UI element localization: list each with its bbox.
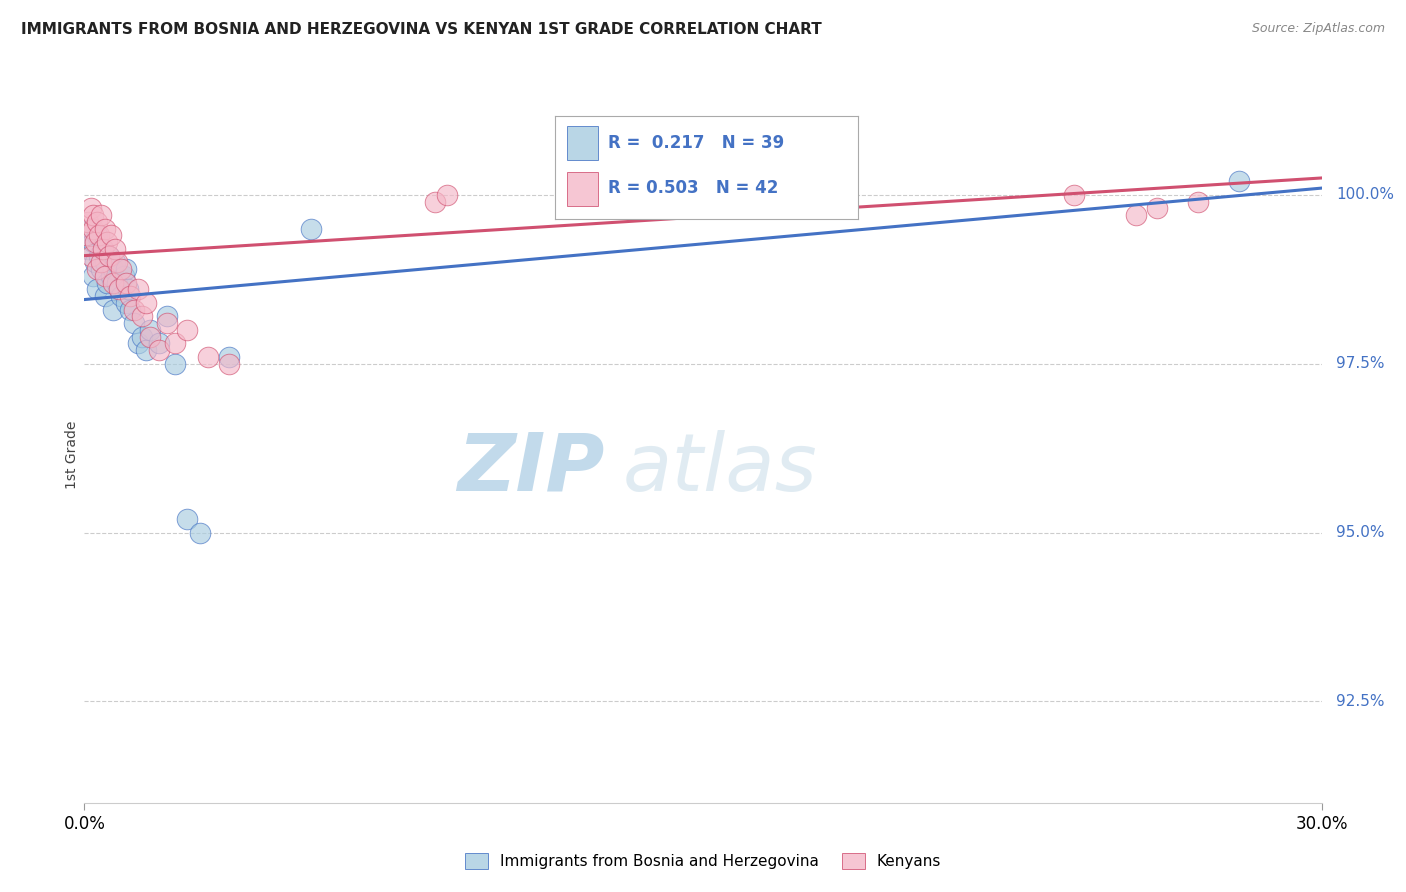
Text: 100.0%: 100.0% [1337,187,1395,202]
Point [131,329,153,343]
Point [135,343,157,358]
Point [108,282,131,296]
Point [104,242,127,256]
Point [122,316,145,330]
Point [112,268,135,283]
Point [1125,208,1147,222]
Point [91,242,114,256]
Point [114,262,136,277]
Text: Source: ZipAtlas.com: Source: ZipAtlas.com [1251,22,1385,36]
Point [87,228,110,243]
Point [77,242,100,256]
Point [100,228,122,243]
Point [103,276,125,290]
Point [299,221,322,235]
Point [82,268,104,283]
Point [79,202,101,216]
Text: 92.5%: 92.5% [1337,694,1385,709]
Point [86,262,108,277]
Point [104,255,127,269]
Point [197,350,219,364]
Point [148,343,170,358]
Point [82,235,104,249]
Point [98,249,121,263]
Point [139,323,162,337]
Point [91,242,114,256]
Point [218,357,240,371]
Y-axis label: 1st Grade: 1st Grade [65,421,79,489]
Point [105,255,128,269]
Legend: Immigrants from Bosnia and Herzegovina, Kenyans: Immigrants from Bosnia and Herzegovina, … [458,847,948,875]
Point [94,289,117,303]
Point [135,296,157,310]
Point [86,228,108,243]
Point [86,282,108,296]
Point [117,282,139,296]
Point [218,350,240,364]
Point [110,262,132,277]
Point [75,228,97,243]
Point [103,262,125,277]
Bar [568,172,598,206]
Point [122,302,145,317]
Point [127,282,149,296]
Point [176,323,198,337]
Point [96,235,118,249]
Point [436,187,458,202]
Point [87,249,110,263]
Point [165,336,187,351]
Point [1187,194,1209,209]
Point [86,215,108,229]
Point [165,357,187,371]
Point [90,208,112,222]
Point [82,221,104,235]
Point [96,276,118,290]
Point [423,194,446,209]
Point [148,336,170,351]
Point [94,255,117,269]
Point [176,512,198,526]
Point [100,268,122,283]
Point [83,255,105,269]
Point [90,262,112,277]
Point [83,235,105,249]
Point [156,310,179,324]
Point [1063,187,1085,202]
Point [1146,202,1168,216]
Text: atlas: atlas [623,430,817,508]
Text: 97.5%: 97.5% [1337,356,1385,371]
Point [94,221,117,235]
Point [118,302,141,317]
Point [82,208,104,222]
Point [103,302,125,317]
Point [114,296,136,310]
Point [131,310,153,324]
Point [90,255,112,269]
Text: IMMIGRANTS FROM BOSNIA AND HERZEGOVINA VS KENYAN 1ST GRADE CORRELATION CHART: IMMIGRANTS FROM BOSNIA AND HERZEGOVINA V… [21,22,823,37]
Text: 95.0%: 95.0% [1337,525,1385,540]
Point [110,289,132,303]
Point [114,276,136,290]
Point [118,289,141,303]
Text: R = 0.503   N = 42: R = 0.503 N = 42 [609,179,779,197]
Point [127,336,149,351]
Point [98,249,121,263]
Point [94,268,117,283]
Bar [568,126,598,160]
Point [77,215,100,229]
Point [139,329,162,343]
Point [188,525,211,540]
Point [105,276,128,290]
Point [156,316,179,330]
Point [108,282,131,296]
Point [79,221,101,235]
Point [1227,174,1250,188]
Point [79,249,101,263]
Text: ZIP: ZIP [457,430,605,508]
Text: R =  0.217   N = 39: R = 0.217 N = 39 [609,134,785,153]
